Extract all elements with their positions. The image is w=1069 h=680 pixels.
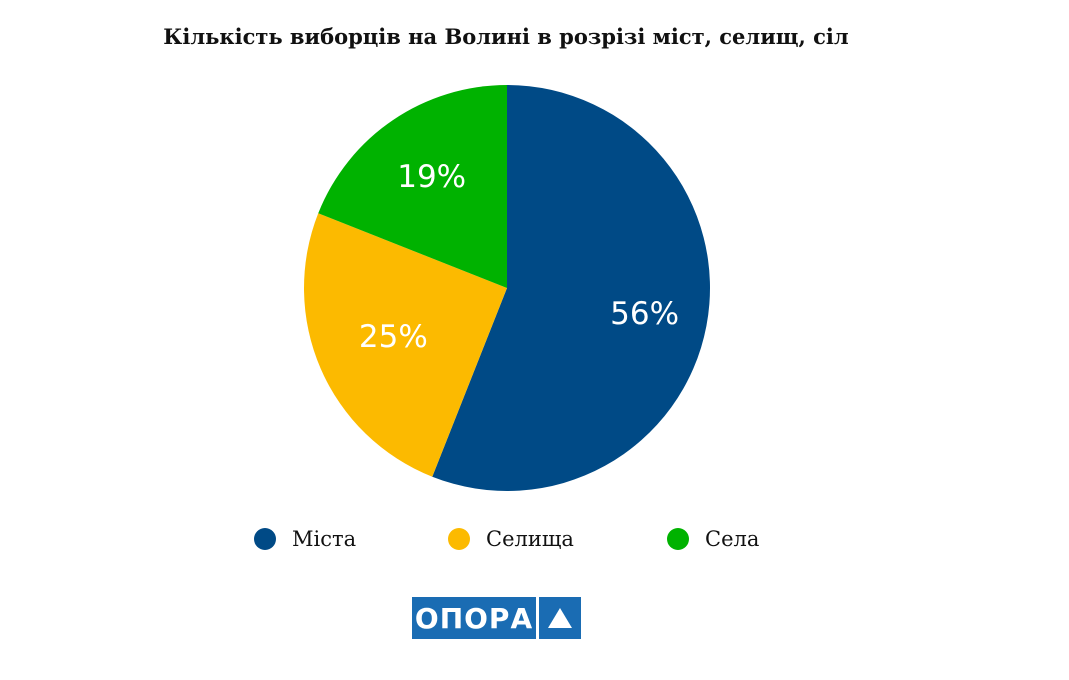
legend-item-mista: Міста bbox=[254, 522, 356, 556]
slice-label-mista: 56% bbox=[610, 296, 679, 332]
chart-title: Кількість виборців на Волині в розрізі м… bbox=[163, 24, 849, 49]
legend-marker-sela bbox=[667, 528, 689, 550]
pie-slice-mista bbox=[432, 85, 710, 491]
slice-label-selyshcha: 25% bbox=[359, 319, 428, 355]
legend-label-selyshcha: Селища bbox=[486, 527, 574, 551]
legend-item-sela: Села bbox=[667, 522, 759, 556]
legend-label-sela: Села bbox=[705, 527, 760, 551]
pie-slice-selyshcha bbox=[304, 213, 507, 477]
legend-marker-selyshcha bbox=[448, 528, 470, 550]
opora-logo: ОПОРА bbox=[412, 597, 581, 639]
logo-text: ОПОРА bbox=[412, 597, 536, 639]
pie-slice-sela bbox=[318, 85, 507, 288]
legend-marker-mista bbox=[254, 528, 276, 550]
chart-legend: Міста Селища Села bbox=[0, 522, 1069, 556]
triangle-icon bbox=[539, 597, 581, 639]
slice-label-sela: 19% bbox=[397, 159, 466, 195]
legend-item-selyshcha: Селища bbox=[448, 522, 574, 556]
legend-label-mista: Міста bbox=[292, 527, 357, 551]
